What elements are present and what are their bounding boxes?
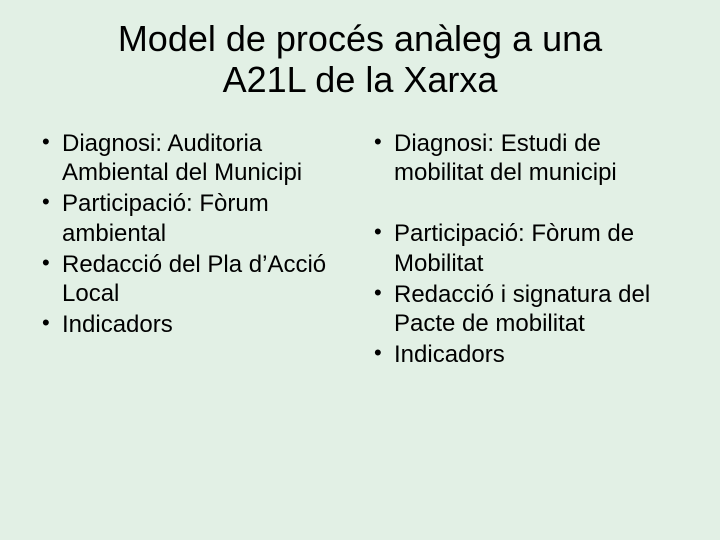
left-list: Diagnosi: Auditoria Ambiental del Munici… (40, 129, 342, 340)
list-item: Participació: Fòrum de Mobilitat (372, 219, 674, 278)
spacer (372, 189, 674, 219)
list-item: Diagnosi: Estudi de mobilitat del munici… (372, 129, 674, 188)
list-item: Redacció i signatura del Pacte de mobili… (372, 280, 674, 339)
right-column: Diagnosi: Estudi de mobilitat del munici… (372, 129, 680, 372)
slide: Model de procés anàleg a una A21L de la … (0, 0, 720, 540)
list-item: Indicadors (40, 310, 342, 339)
right-list-bottom: Participació: Fòrum de Mobilitat Redacci… (372, 219, 674, 369)
list-item: Redacció del Pla d’Acció Local (40, 250, 342, 309)
title-line-2: A21L de la Xarxa (223, 59, 498, 100)
slide-title: Model de procés anàleg a una A21L de la … (40, 18, 680, 101)
content-columns: Diagnosi: Auditoria Ambiental del Munici… (40, 129, 680, 372)
list-item: Participació: Fòrum ambiental (40, 189, 342, 248)
list-item: Diagnosi: Auditoria Ambiental del Munici… (40, 129, 342, 188)
right-list-top: Diagnosi: Estudi de mobilitat del munici… (372, 129, 674, 188)
title-line-1: Model de procés anàleg a una (118, 18, 602, 59)
list-item: Indicadors (372, 340, 674, 369)
left-column: Diagnosi: Auditoria Ambiental del Munici… (40, 129, 348, 372)
